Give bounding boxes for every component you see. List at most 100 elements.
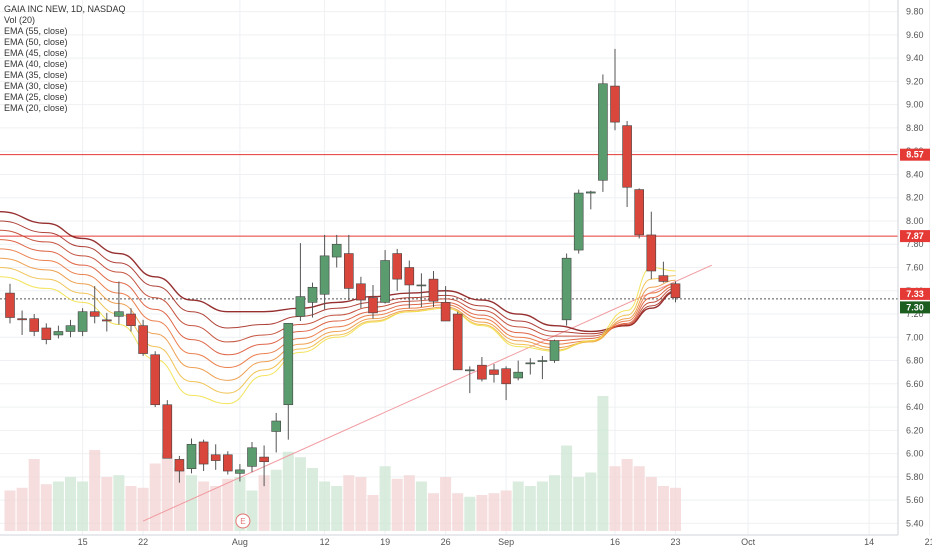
- volume-bar: [440, 477, 452, 531]
- candle-body: [598, 83, 608, 181]
- candle-body: [5, 292, 15, 318]
- volume-bar: [16, 487, 28, 531]
- legend-indicator[interactable]: EMA (25, close): [4, 92, 68, 102]
- price-tick-label: 6.20: [906, 425, 924, 435]
- time-tick-label: Oct: [741, 537, 756, 547]
- candle-body: [331, 243, 342, 258]
- legend-indicator[interactable]: Vol (20): [4, 15, 36, 25]
- candle-body: [223, 454, 233, 472]
- volume-bar: [657, 486, 669, 531]
- volume-bar: [536, 481, 548, 531]
- candle-body: [247, 447, 257, 467]
- time-tick-label: 14: [864, 537, 874, 547]
- volume-bar: [234, 477, 246, 531]
- earnings-marker[interactable]: [235, 513, 251, 529]
- ema-line: [0, 210, 676, 333]
- candle-body: [670, 283, 681, 299]
- candle-body: [126, 313, 136, 326]
- volume-bar: [524, 486, 536, 531]
- price-tick-label: 9.00: [906, 100, 924, 110]
- volume-bar: [391, 478, 403, 531]
- price-tick-label: 8.00: [906, 216, 924, 226]
- candle-body: [525, 362, 536, 365]
- earnings-marker-label: E: [240, 517, 245, 526]
- time-tick-label: Sep: [498, 537, 514, 547]
- current-price-text: 7.30: [906, 302, 924, 312]
- volume-bar: [4, 490, 16, 531]
- legend-indicator[interactable]: EMA (45, close): [4, 48, 68, 58]
- event-marker[interactable]: E: [235, 513, 251, 529]
- volume-bar: [597, 396, 609, 531]
- volume-bar: [125, 486, 137, 531]
- volume-bar: [488, 493, 500, 531]
- volume-bar: [307, 468, 318, 531]
- candle-body: [150, 354, 160, 406]
- candle-body: [198, 441, 209, 465]
- candle-body: [307, 286, 318, 303]
- price-tick-label: 7.00: [906, 332, 924, 342]
- price-tick-label: 8.20: [906, 193, 924, 203]
- resistance-price-tag: [900, 287, 930, 300]
- time-tick-label: 12: [320, 537, 330, 547]
- legend-indicator[interactable]: EMA (30, close): [4, 81, 68, 91]
- ema-line: [0, 229, 676, 343]
- price-tick-label: 6.80: [906, 356, 924, 366]
- price-tick-label: 7.80: [906, 239, 924, 249]
- trendline-layer[interactable]: [142, 264, 713, 522]
- volume-bar: [246, 490, 258, 531]
- legend-indicator[interactable]: EMA (20, close): [4, 103, 68, 113]
- time-tick-label: 16: [610, 537, 620, 547]
- volume-bar: [270, 469, 282, 531]
- chart-legend: GAIA INC NEW, 1D, NASDAQ Vol (20) EMA (5…: [4, 4, 126, 114]
- volume-bar: [258, 475, 270, 531]
- price-tick-label: 9.80: [906, 7, 924, 17]
- volume-bar: [198, 481, 210, 531]
- candle-body: [610, 85, 620, 123]
- legend-indicator[interactable]: EMA (55, close): [4, 26, 68, 36]
- price-labels: 8.57 7.87 7.33 7.30: [900, 148, 930, 314]
- volume-bar: [319, 481, 331, 531]
- candle-body: [477, 364, 487, 380]
- current-price-tag: [900, 301, 930, 314]
- candle-body: [235, 469, 245, 474]
- volume-bar: [670, 487, 681, 531]
- candle-body: [452, 313, 463, 371]
- candles: [5, 48, 681, 487]
- candle-body: [573, 192, 584, 251]
- candle-body: [319, 255, 330, 295]
- candle-body: [368, 297, 378, 314]
- candle-body: [585, 191, 596, 194]
- volume-bar: [186, 475, 197, 531]
- volume-bar: [621, 459, 633, 531]
- candle-body: [138, 325, 148, 354]
- ema-ribbon: [0, 210, 676, 405]
- volume-bar: [415, 481, 427, 531]
- candle-body: [658, 275, 669, 282]
- candle-body: [65, 325, 76, 332]
- volume-bar: [428, 493, 439, 531]
- legend-indicator[interactable]: EMA (50, close): [4, 37, 68, 47]
- legend-indicator[interactable]: EMA (40, close): [4, 59, 68, 69]
- candle-body: [646, 234, 657, 272]
- resistance-price-text: 7.33: [906, 289, 924, 299]
- candle-body: [501, 368, 511, 385]
- volume-bar: [222, 478, 234, 531]
- price-tick-label: 9.40: [906, 53, 924, 63]
- candle-body: [17, 318, 27, 321]
- support-trendline[interactable]: [142, 264, 713, 522]
- candle-body: [622, 125, 632, 188]
- candle-body: [29, 318, 40, 332]
- time-tick-label: 23: [670, 537, 680, 547]
- price-axis[interactable]: 5.40 5.60 5.80 6.00 6.20 6.40 6.60 6.80 7.00 7.20…: [897, 0, 924, 535]
- candle-body: [259, 456, 269, 463]
- volume-bar: [28, 459, 40, 531]
- candle-body: [513, 371, 524, 379]
- volume-bar: [633, 466, 645, 531]
- volume-bar: [379, 466, 391, 531]
- legend-indicator[interactable]: EMA (35, close): [4, 70, 68, 80]
- price-tick-label: 5.40: [906, 518, 924, 528]
- volume-bars: [4, 396, 681, 531]
- ema-line: [0, 267, 676, 394]
- time-axis[interactable]: 15 22 Aug 12 19 26 Sep 16 23 Oct 14 21: [0, 534, 932, 547]
